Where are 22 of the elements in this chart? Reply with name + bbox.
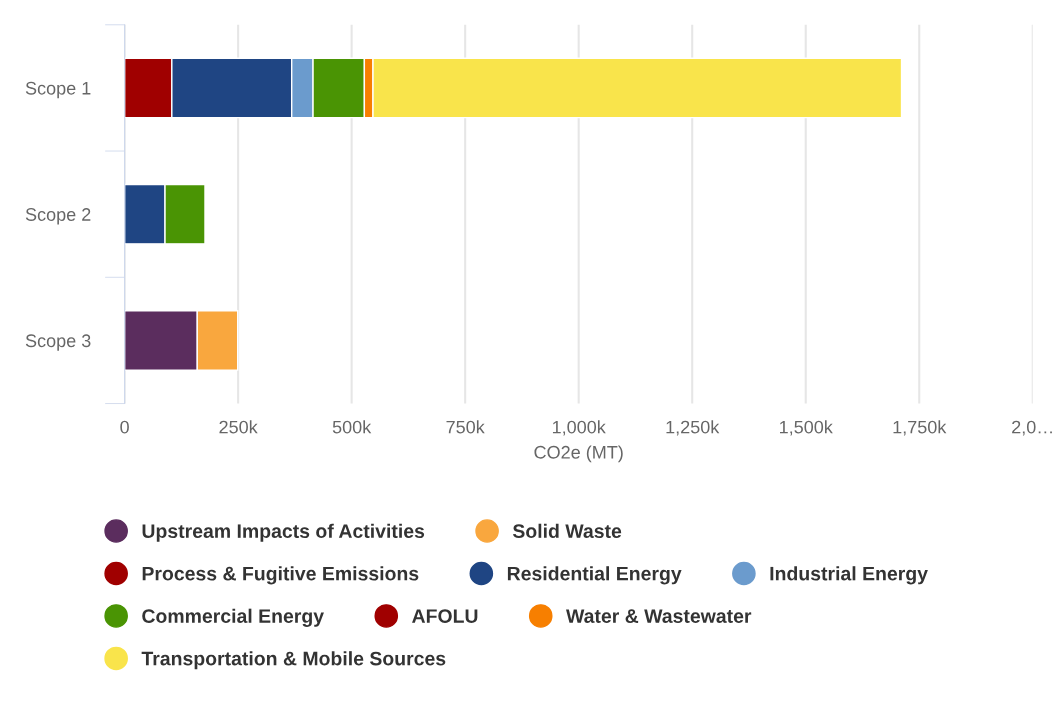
y-tick-label: Scope 2	[25, 208, 91, 225]
legend-label: Upstream Impacts of Activities	[142, 523, 425, 542]
x-tick-label: 2,0…	[1012, 420, 1052, 436]
x-tick-label: 750k	[446, 420, 485, 434]
y-tick-label: Scope 3	[25, 334, 91, 351]
legend-label: Process & Fugitive Emissions	[142, 566, 419, 585]
legend-label: AFOLU	[412, 609, 478, 623]
x-tick-label: 1,250k	[666, 420, 720, 436]
x-tick-label: 250k	[219, 420, 258, 434]
legend-label: Industrial Energy	[770, 566, 928, 585]
x-tick-label: 0	[120, 420, 129, 434]
x-axis-title: CO2e (MT)	[534, 445, 623, 463]
legend-label: Water & Wastewater	[566, 609, 752, 623]
x-tick-label: 1,750k	[893, 420, 947, 436]
legend-label: Commercial Energy	[142, 608, 324, 627]
legend-label: Residential Energy	[507, 566, 682, 585]
legend-label: Solid Waste	[512, 523, 622, 538]
y-tick-label: Scope 1	[25, 81, 91, 99]
x-tick-label: 500k	[332, 420, 372, 434]
legend-label: Transportation & Mobile Sources	[141, 651, 446, 670]
x-tick-label: 1,000k	[552, 420, 606, 436]
x-tick-label: 1,500k	[780, 420, 833, 436]
